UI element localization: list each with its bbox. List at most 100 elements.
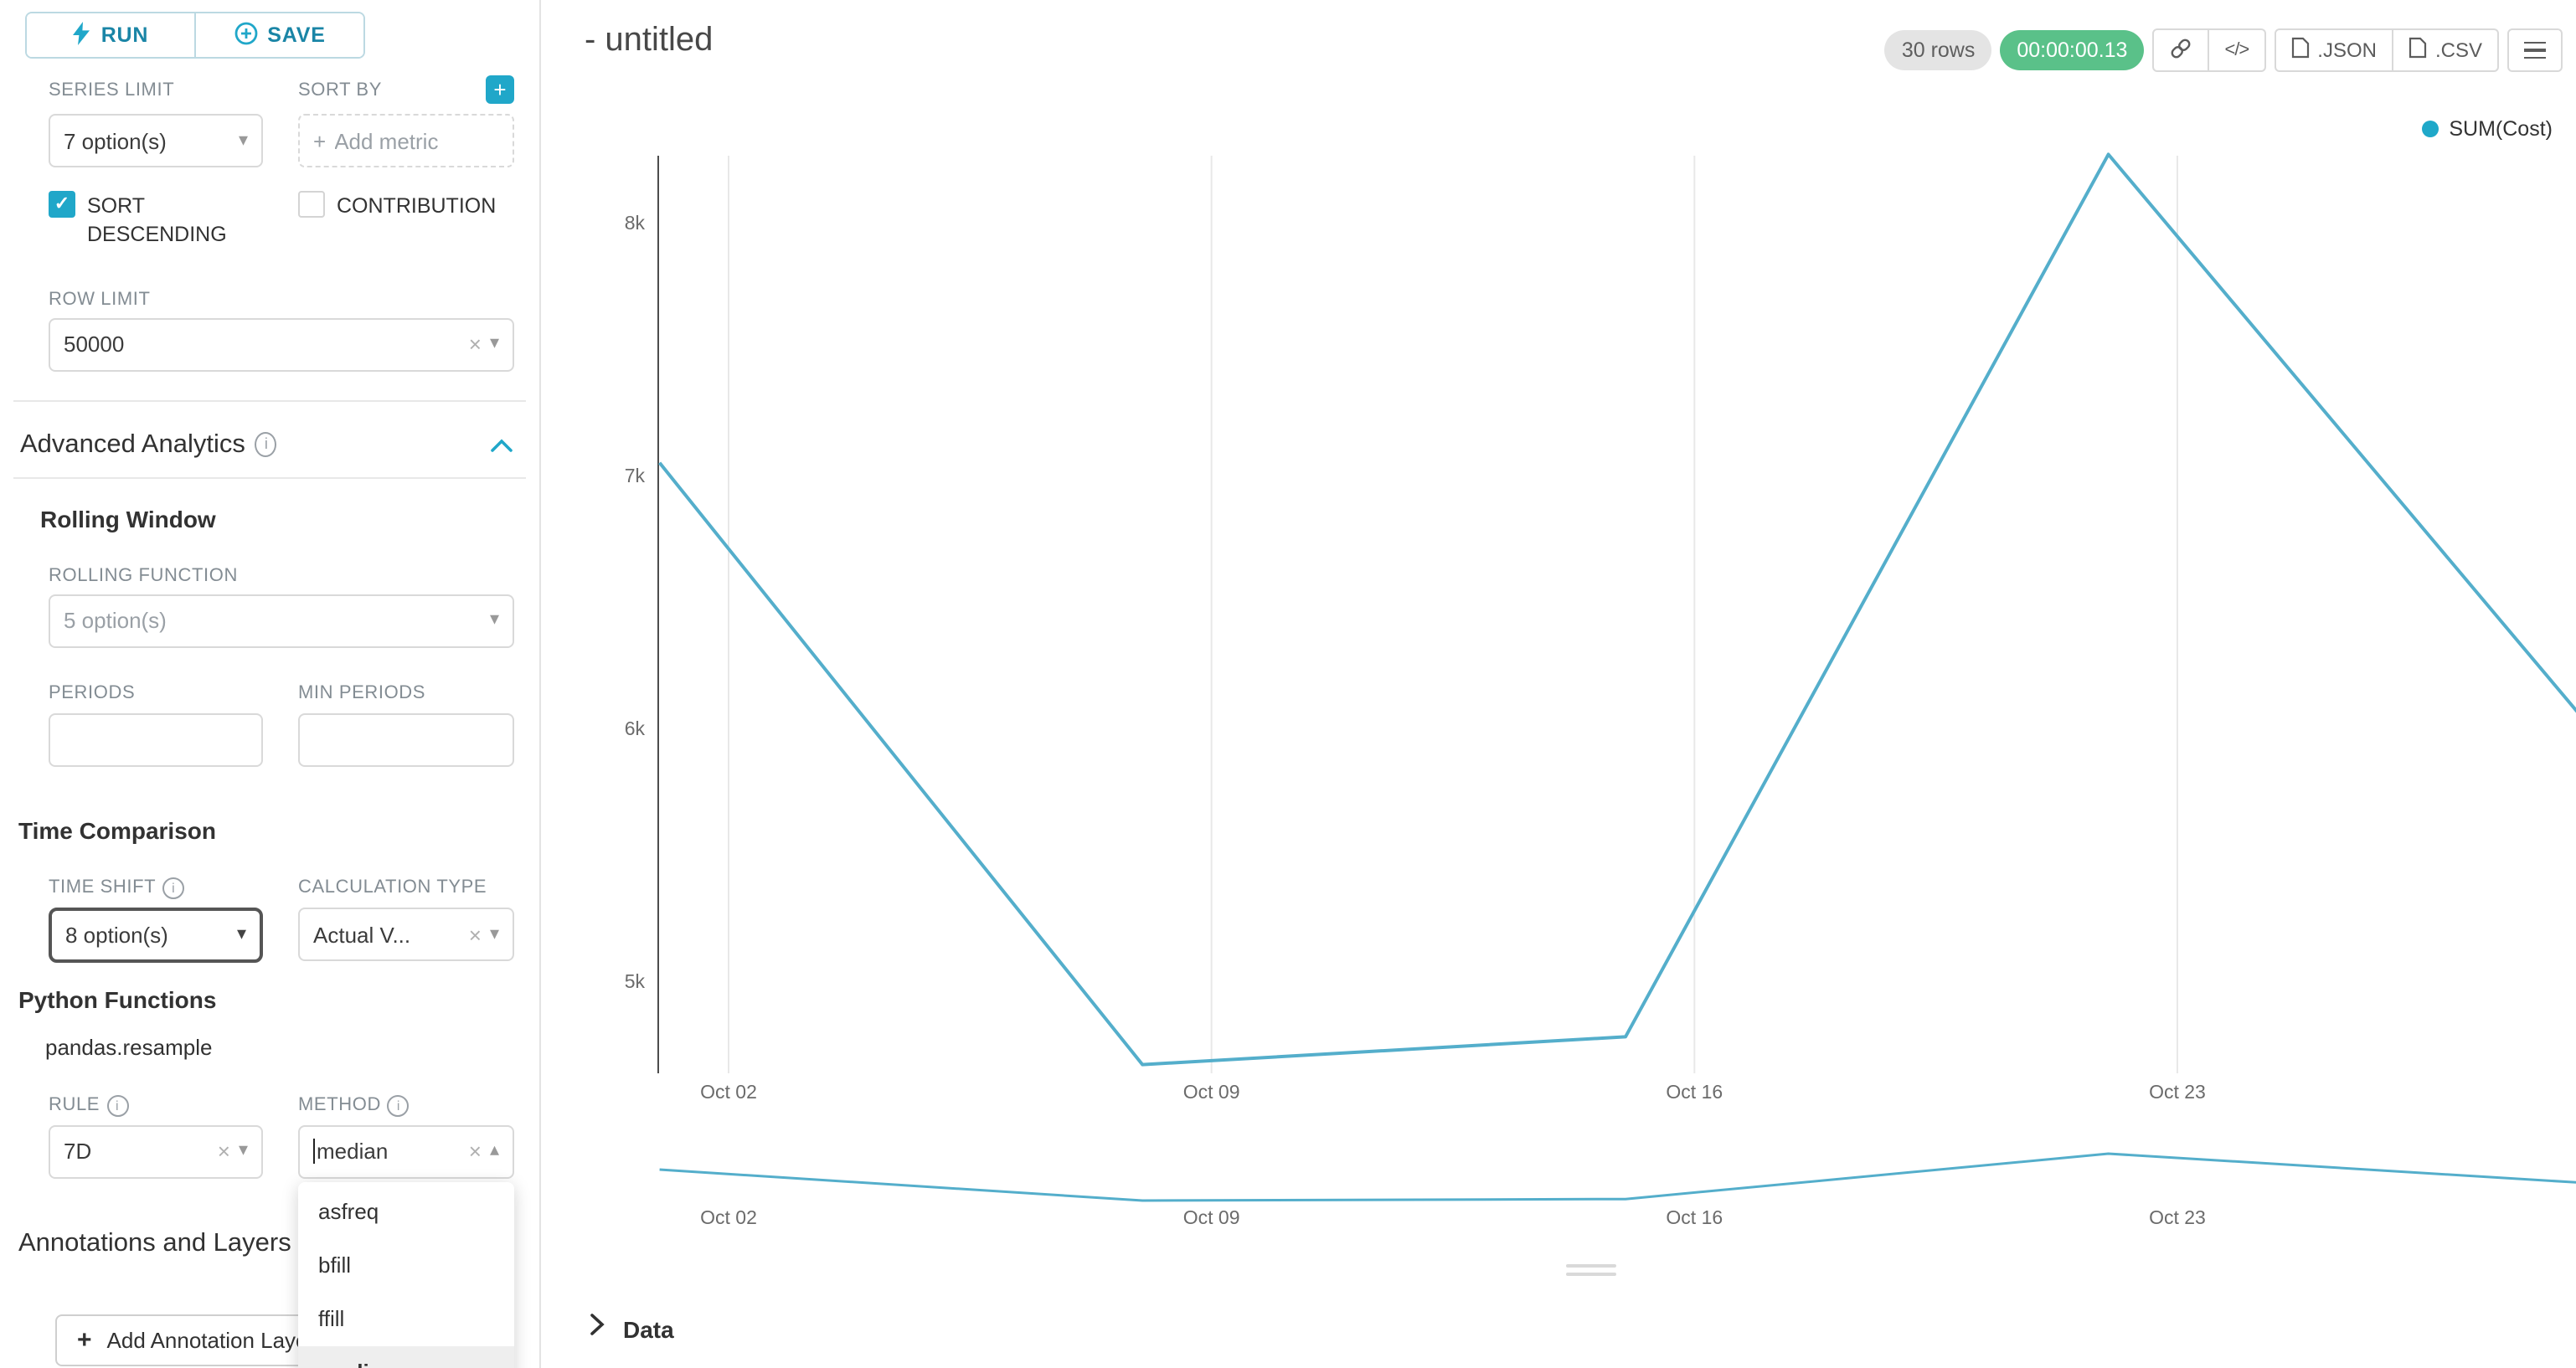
svg-text:Oct 16: Oct 16 (1666, 1206, 1723, 1228)
chart-title[interactable]: - untitled (585, 22, 714, 59)
svg-text:Oct 02: Oct 02 (700, 1081, 757, 1103)
svg-text:8k: 8k (625, 212, 646, 234)
min-periods-input[interactable] (298, 712, 514, 767)
data-panel-title: Data (623, 1315, 674, 1342)
sort-descending-checkbox[interactable]: ✓ (49, 191, 75, 218)
sort-descending-checkbox-row: ✓ SORT DESCENDING (49, 191, 263, 249)
rolling-function-value: 5 option(s) (64, 608, 167, 634)
row-limit-value: 50000 (64, 332, 125, 357)
sort-by-metric-dropzone[interactable]: + Add metric (298, 114, 514, 167)
info-icon[interactable]: i (162, 877, 185, 899)
code-icon: </> (2224, 40, 2249, 60)
info-icon[interactable]: i (387, 1094, 410, 1117)
data-panel-toggle[interactable]: Data (590, 1313, 674, 1345)
chart-area: - untitled 30 rows 00:00:00.13 </> (541, 0, 2576, 1368)
run-save-button-group: RUN SAVE (25, 12, 365, 59)
method-option[interactable]: ffill (318, 1306, 345, 1332)
text-cursor (313, 1139, 315, 1165)
row-limit-label: ROW LIMIT (49, 289, 151, 310)
chart-legend[interactable]: SUM(Cost) (2422, 117, 2553, 141)
clear-icon[interactable]: × (217, 1139, 230, 1165)
svg-text:Oct 09: Oct 09 (1183, 1206, 1240, 1228)
svg-text:7k: 7k (625, 465, 646, 486)
legend-label: SUM(Cost) (2449, 117, 2553, 141)
method-options-menu: asfreq bfill ffill median (298, 1181, 514, 1368)
plus-circle-icon (234, 21, 257, 49)
legend-dot (2422, 121, 2439, 137)
svg-text:Oct 09: Oct 09 (1183, 1081, 1240, 1103)
clear-icon[interactable]: × (468, 1139, 482, 1165)
rule-label: RULE i (49, 1094, 263, 1117)
periods-label: PERIODS (49, 682, 136, 703)
info-icon[interactable]: i (106, 1094, 129, 1117)
info-icon[interactable]: i (255, 432, 277, 458)
svg-text:Oct 23: Oct 23 (2149, 1206, 2206, 1228)
run-button[interactable]: RUN (27, 13, 194, 57)
series-limit-select[interactable]: 7 option(s) ▾ (49, 114, 263, 167)
series-limit-value: 7 option(s) (64, 128, 167, 153)
calculation-type-select[interactable]: Actual V... × ▾ (298, 908, 514, 962)
pandas-resample-label: pandas.resample (45, 1034, 213, 1060)
rolling-function-select[interactable]: 5 option(s) ▾ (49, 594, 514, 648)
advanced-analytics-title: Advanced Analytics (20, 429, 245, 459)
resize-handle[interactable] (1566, 1264, 1616, 1276)
method-value: median (317, 1139, 389, 1165)
contribution-checkbox-row: CONTRIBUTION (298, 191, 549, 249)
sort-descending-label: SORT DESCENDING (87, 194, 227, 246)
chevron-down-icon: ▾ (489, 923, 499, 944)
chevron-up-icon[interactable] (491, 430, 513, 460)
min-periods-label: MIN PERIODS (298, 682, 426, 703)
clear-icon[interactable]: × (468, 332, 482, 357)
periods-input[interactable] (49, 712, 263, 767)
chevron-down-icon: ▾ (238, 1140, 248, 1161)
time-shift-select[interactable]: 8 option(s) ▾ (49, 907, 263, 963)
share-button-group: </> (2152, 28, 2266, 72)
svg-text:Oct 16: Oct 16 (1666, 1081, 1723, 1103)
time-comparison-title: Time Comparison (18, 816, 216, 844)
export-json-label: .JSON (2317, 39, 2377, 62)
svg-text:5k: 5k (625, 970, 646, 992)
time-shift-value: 8 option(s) (65, 922, 168, 948)
chevron-down-icon: ▾ (489, 609, 499, 630)
chevron-down-icon: ▾ (238, 130, 248, 150)
python-functions-title: Python Functions (18, 985, 217, 1013)
method-option[interactable]: asfreq (318, 1199, 379, 1225)
method-combobox[interactable]: median × ▴ (298, 1124, 514, 1179)
menu-button[interactable] (2507, 28, 2563, 72)
row-count-badge: 30 rows (1884, 30, 1992, 70)
annotations-layers-title: Annotations and Layers (18, 1228, 291, 1257)
calculation-type-label: CALCULATION TYPE (298, 877, 487, 898)
chevron-up-icon: ▴ (489, 1140, 499, 1161)
series-limit-label: SERIES LIMIT (49, 80, 175, 100)
sort-by-label: SORT BY (298, 80, 382, 100)
rule-select[interactable]: 7D × ▾ (49, 1124, 263, 1179)
save-button-label: SAVE (267, 23, 326, 47)
method-combobox-wrapper: median × ▴ asfreq bfill ffill median (298, 1124, 514, 1368)
export-csv-button[interactable]: .CSV (2393, 28, 2499, 72)
add-metric-plus-button[interactable]: + (486, 75, 514, 104)
export-csv-label: .CSV (2434, 39, 2482, 62)
clear-icon[interactable]: × (468, 922, 482, 948)
hamburger-icon (2524, 41, 2546, 59)
svg-text:6k: 6k (625, 717, 646, 739)
export-json-button[interactable]: .JSON (2274, 28, 2393, 72)
row-limit-select[interactable]: 50000 × ▾ (49, 317, 514, 372)
save-button[interactable]: SAVE (194, 13, 363, 57)
method-label: METHOD i (298, 1094, 514, 1117)
embed-code-button[interactable]: </> (2209, 28, 2266, 72)
control-panel-sidebar: RUN SAVE SERIES LIMIT SORT BY + 7 option… (0, 0, 541, 1368)
lightning-icon (73, 21, 91, 49)
rule-value: 7D (64, 1139, 92, 1165)
method-option[interactable]: bfill (318, 1252, 352, 1278)
method-option[interactable]: median (298, 1345, 514, 1368)
contribution-checkbox[interactable] (298, 191, 325, 218)
file-icon (2290, 37, 2309, 64)
rolling-window-title: Rolling Window (40, 505, 216, 532)
time-shift-label: TIME SHIFT i (49, 877, 263, 899)
run-button-label: RUN (100, 23, 149, 47)
copy-link-button[interactable] (2152, 28, 2210, 72)
advanced-analytics-header[interactable]: Advanced Analytics i (20, 429, 513, 462)
svg-text:Oct 02: Oct 02 (700, 1206, 757, 1228)
chevron-down-icon: ▾ (236, 923, 246, 944)
